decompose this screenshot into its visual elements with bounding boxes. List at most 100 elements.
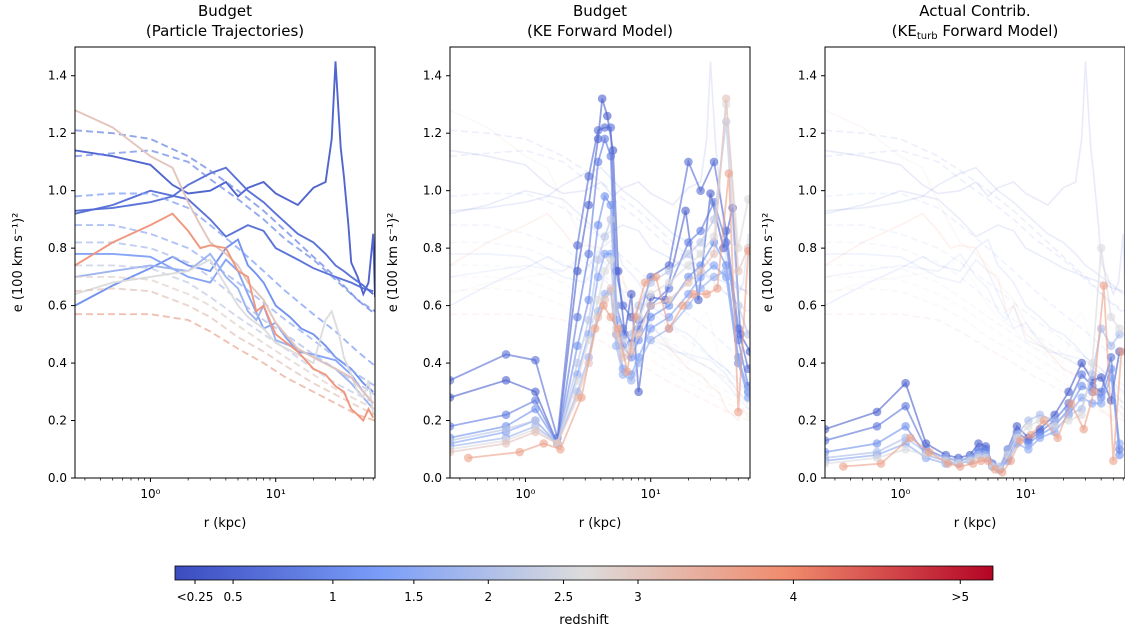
data-point	[593, 255, 603, 264]
data-point	[743, 195, 750, 204]
data-point	[709, 157, 719, 167]
chart-title-line2: (Particle Trajectories)	[146, 22, 304, 40]
data-point	[664, 324, 674, 333]
series-line	[75, 264, 375, 405]
data-point	[745, 347, 750, 356]
plot-frame	[74, 46, 376, 479]
colorbar-gradient	[174, 565, 994, 581]
data-point	[696, 238, 705, 247]
series-line	[75, 149, 375, 313]
data-point	[573, 358, 582, 368]
data-point	[901, 378, 910, 388]
colorbar-tick-label: 1.5	[404, 590, 423, 604]
series-line	[75, 61, 375, 298]
data-point	[584, 249, 593, 259]
data-point	[606, 255, 616, 264]
y-tick-label: 1.0	[423, 184, 442, 198]
y-tick-label: 0.6	[48, 299, 67, 313]
data-point	[955, 462, 965, 471]
background-series-line	[450, 241, 750, 396]
data-point	[709, 232, 719, 241]
data-point	[531, 404, 540, 414]
data-point	[689, 289, 698, 299]
y-axis-label: e (100 km s⁻¹)²	[11, 213, 26, 313]
title-suffix: Forward Model)	[938, 22, 1059, 40]
data-point	[696, 226, 705, 236]
series-group	[75, 61, 375, 423]
data-point	[1077, 410, 1086, 420]
data-point	[634, 387, 643, 397]
data-point	[573, 312, 582, 322]
data-point	[646, 335, 655, 345]
chart-title-line2: (KEturb Forward Model)	[892, 22, 1059, 42]
data-point	[556, 445, 565, 454]
background-series-line	[825, 166, 1124, 295]
data-point	[618, 301, 628, 310]
data-point	[664, 295, 674, 305]
background-series-line	[450, 313, 750, 422]
data-point	[634, 358, 643, 368]
background-series-line	[825, 149, 1125, 312]
data-point	[630, 312, 640, 322]
background-series-line	[825, 224, 1125, 387]
data-point	[998, 468, 1007, 477]
data-point	[1106, 353, 1116, 362]
data-point	[825, 424, 830, 434]
background-series-line	[825, 109, 1124, 404]
y-tick-label: 0.0	[48, 471, 67, 485]
data-point	[1079, 424, 1088, 434]
data-point	[1024, 422, 1033, 431]
data-point	[1089, 387, 1099, 397]
y-tick-label: 0.8	[423, 241, 442, 255]
data-point	[943, 459, 953, 468]
series-group	[825, 61, 1125, 477]
data-point	[825, 436, 830, 445]
series-line	[75, 212, 375, 423]
background-series-line	[825, 276, 1125, 410]
y-tick-label: 1.4	[48, 69, 67, 83]
data-point	[501, 376, 511, 385]
series-line	[75, 252, 374, 410]
data-point	[1050, 422, 1059, 431]
data-point	[531, 396, 540, 405]
data-point	[721, 238, 731, 247]
y-tick-label: 0.6	[798, 299, 817, 313]
data-point	[450, 376, 455, 385]
data-point	[968, 459, 978, 468]
data-point	[627, 376, 636, 385]
data-point	[600, 249, 610, 259]
data-point	[1115, 450, 1124, 460]
data-point	[1077, 370, 1086, 379]
data-point	[600, 192, 610, 201]
axes: 0.0 0.2 0.4 0.6 0.8 1.0 1.2 1.4 10⁰ 10¹	[423, 46, 751, 501]
data-point	[1106, 312, 1116, 322]
x-axis-label: r (kpc)	[204, 516, 247, 531]
data-point	[734, 266, 743, 276]
data-point	[743, 330, 750, 339]
y-tick-label: 0.2	[48, 414, 67, 428]
y-tick-label: 0.6	[423, 299, 442, 313]
data-point	[1015, 436, 1025, 445]
data-point	[593, 126, 603, 135]
x-tick-label: 10⁰	[515, 487, 535, 501]
data-point	[990, 465, 1000, 474]
data-point	[599, 301, 608, 310]
data-point	[584, 200, 593, 210]
data-point	[606, 200, 616, 210]
data-point	[606, 215, 616, 224]
series-line	[75, 166, 374, 295]
data-point	[539, 439, 548, 448]
axes: 0.0 0.2 0.4 0.6 0.8 1.0 1.2 1.4 10⁰ 10¹	[798, 46, 1125, 501]
series-line	[75, 313, 375, 422]
data-point	[600, 134, 610, 144]
background-series-line	[825, 129, 1125, 315]
y-tick-label: 0.8	[798, 241, 817, 255]
colorbar-ticks: <0.25 0.5 1 1.5 2 2.5 3 4 >5	[177, 580, 969, 604]
plot-frame	[824, 46, 1125, 479]
data-point	[684, 238, 693, 247]
y-tick-label: 1.0	[798, 184, 817, 198]
x-axis-label: r (kpc)	[579, 516, 622, 531]
y-tick-label: 0.8	[48, 241, 67, 255]
background-series-line	[825, 189, 1124, 292]
data-point	[684, 261, 693, 270]
